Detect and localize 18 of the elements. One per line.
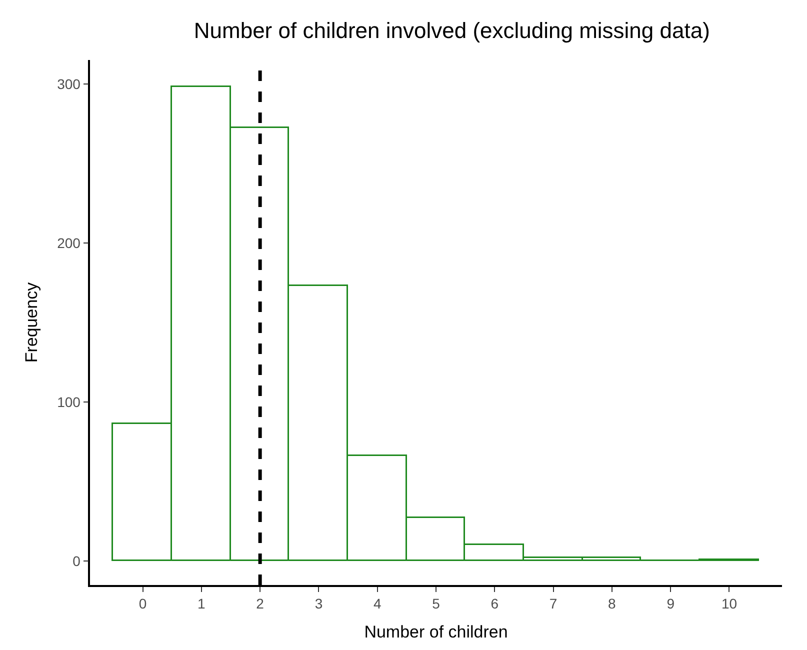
y-tick-label: 200 — [57, 234, 81, 251]
y-tick-label: 0 — [72, 553, 81, 570]
chart-title: Number of children involved (excluding missing data) — [194, 18, 710, 44]
x-tick-label: 6 — [490, 596, 499, 612]
x-tick-label: 1 — [198, 596, 206, 612]
y-axis-title: Frequency — [22, 282, 42, 363]
x-tick-label: 4 — [373, 596, 382, 612]
x-tick-label: 2 — [256, 596, 264, 612]
x-axis-title: Number of children — [364, 622, 508, 642]
x-tick-label: 0 — [138, 596, 147, 612]
x-tick-label: 8 — [608, 596, 616, 612]
x-tick-label: 9 — [666, 596, 675, 612]
x-tick-label: 10 — [721, 596, 738, 612]
x-tick-label: 3 — [314, 596, 323, 612]
y-tick-label: 300 — [57, 76, 81, 92]
y-tick-label: 100 — [57, 394, 81, 410]
x-tick-label: 7 — [549, 596, 558, 612]
x-tick-label: 5 — [432, 596, 440, 612]
